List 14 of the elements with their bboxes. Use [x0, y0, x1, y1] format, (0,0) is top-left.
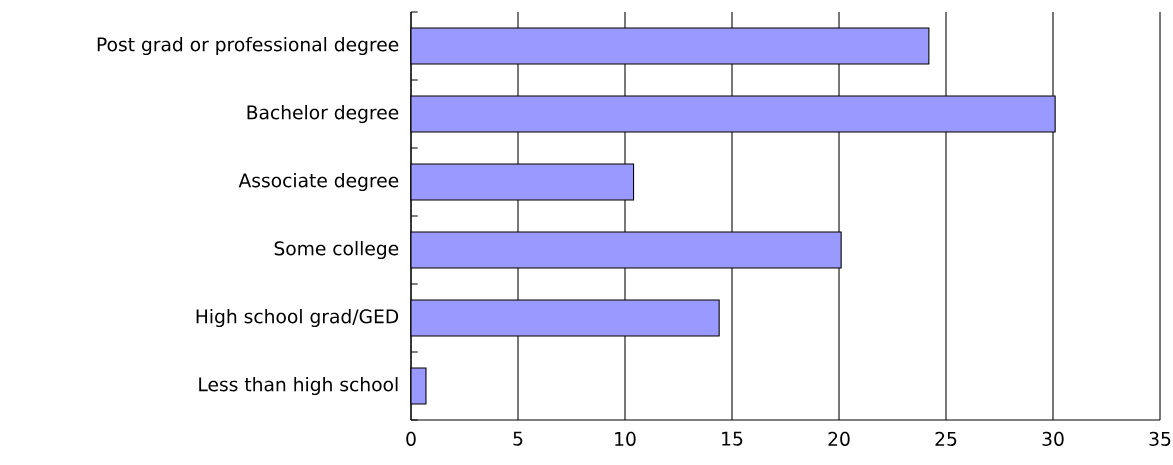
- x-tick-label: 30: [1042, 431, 1064, 446]
- x-tick-label: 15: [722, 431, 743, 446]
- y-tick-label: High school grad/GED: [196, 308, 399, 328]
- x-tick-label: 10: [615, 431, 636, 446]
- y-tick-label: Associate degree: [238, 172, 399, 192]
- y-tick-label: Some college: [274, 240, 399, 260]
- y-tick-label: Post grad or professional degree: [97, 36, 399, 56]
- x-tick-label: 20: [828, 431, 850, 446]
- y-tick-label: Less than high school: [199, 376, 398, 396]
- x-tick-label: 25: [935, 431, 957, 446]
- x-tick-label: 5: [513, 431, 523, 446]
- x-tick-label: 35: [1149, 431, 1171, 446]
- x-tick-label: 0: [406, 431, 416, 446]
- y-tick-label: Bachelor degree: [247, 104, 399, 124]
